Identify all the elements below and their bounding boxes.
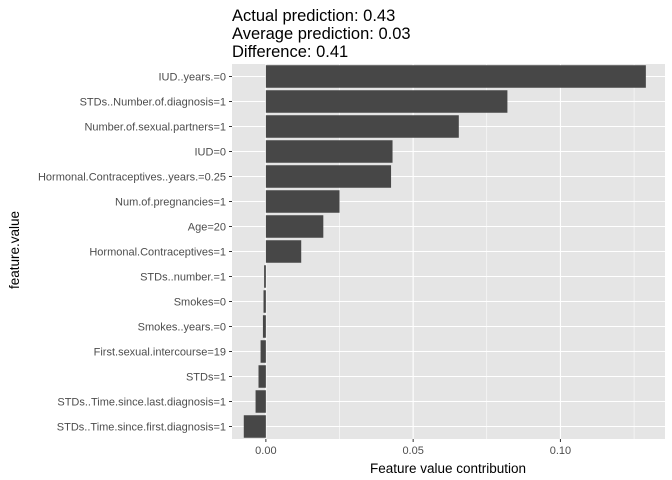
x-tick-label: 0.10 — [550, 445, 571, 457]
y-tick-label: Hormonal.Contraceptives=1 — [89, 247, 226, 259]
title-line-1: Actual prediction: 0.43 — [232, 7, 395, 25]
y-tick-label: STDs=1 — [186, 372, 226, 384]
bar — [265, 165, 392, 188]
y-tick-labels: IUD..years.=0 STDs..Number.of.diagnosis=1… — [38, 72, 232, 434]
y-tick-label: Age=20 — [188, 222, 226, 234]
bar — [262, 315, 266, 338]
bar — [265, 190, 340, 213]
x-tick-label: 0.00 — [255, 445, 276, 457]
y-tick-label: IUD..years.=0 — [158, 72, 226, 84]
y-tick-label: STDs..Number.of.diagnosis=1 — [80, 97, 226, 109]
bars — [243, 65, 646, 438]
bar — [265, 115, 459, 138]
y-tick-label: Smokes..years.=0 — [138, 322, 226, 334]
y-tick-label: STDs..Time.since.first.diagnosis=1 — [57, 422, 226, 434]
bar — [258, 365, 266, 388]
y-tick-label: First.sexual.intercourse=19 — [94, 347, 226, 359]
y-tick-label: Num.of.pregnancies=1 — [115, 197, 226, 209]
y-axis-label: feature.value — [7, 211, 22, 289]
bar — [243, 415, 266, 438]
bar — [265, 65, 646, 88]
x-tick-label: 0.05 — [402, 445, 423, 457]
y-tick-label: IUD=0 — [195, 147, 227, 159]
y-tick-label: Number.of.sexual.partners=1 — [84, 122, 226, 134]
bar — [255, 390, 266, 413]
bar — [260, 340, 266, 363]
title-line-2: Average prediction: 0.03 — [232, 25, 411, 43]
title-line-3: Difference: 0.41 — [232, 43, 348, 61]
x-tick-labels: 0.00 0.05 0.10 — [255, 439, 571, 457]
bar — [265, 240, 302, 263]
y-tick-label: STDs..Time.since.last.diagnosis=1 — [57, 397, 226, 409]
y-tick-label: STDs..number.=1 — [140, 272, 226, 284]
chart-title: Actual prediction: 0.43 Average predicti… — [232, 7, 411, 61]
bar — [263, 290, 266, 313]
y-tick-label: Smokes=0 — [174, 297, 226, 309]
bar — [265, 90, 508, 113]
bar — [265, 140, 393, 163]
x-axis-label: Feature value contribution — [370, 461, 526, 476]
bar — [264, 265, 266, 288]
bar — [265, 215, 324, 238]
y-tick-label: Hormonal.Contraceptives..years.=0.25 — [38, 172, 226, 184]
